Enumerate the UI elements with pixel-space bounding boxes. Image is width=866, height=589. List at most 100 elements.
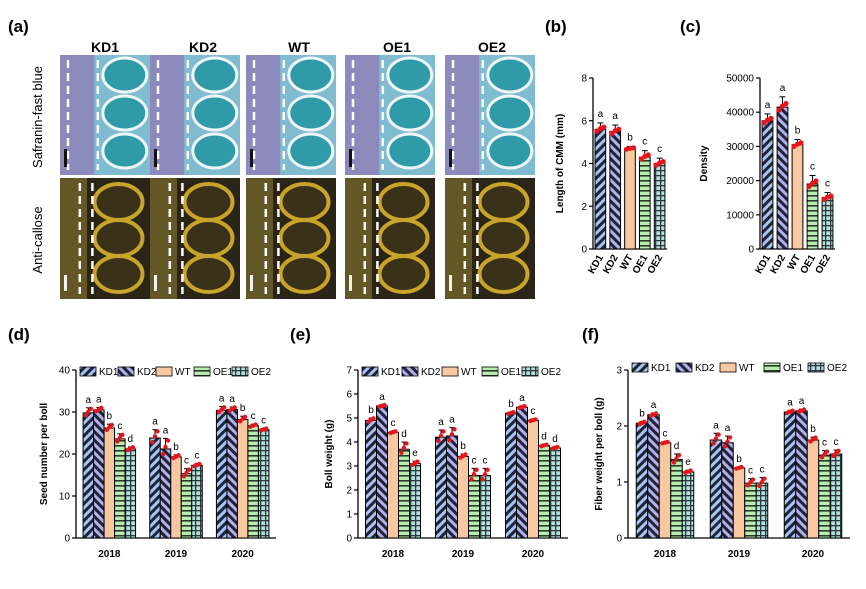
y-tick-label: 0 — [748, 245, 754, 256]
bar-oe1-2018 — [398, 448, 410, 539]
legend-label-oe1: OE1 — [783, 363, 803, 374]
significance-letter: c — [642, 137, 647, 148]
bar-oe2-2020 — [257, 429, 270, 539]
callose-image-kd1 — [60, 178, 150, 299]
panel-label: (d) — [8, 325, 30, 344]
bar-kd1-2020 — [505, 412, 517, 539]
legend-label-oe2: OE2 — [827, 363, 847, 374]
bar-oe1-2020 — [247, 425, 259, 539]
legend-swatch-oe2 — [231, 366, 249, 377]
data-point — [665, 439, 670, 445]
panel-label: (b) — [545, 17, 567, 36]
x-tick-label-2019: 2019 — [452, 549, 475, 560]
significance-letter: c — [748, 466, 753, 477]
y-tick-label: 3 — [616, 366, 622, 377]
bar-oe1-2018 — [670, 459, 683, 539]
ovule-shape — [191, 94, 239, 132]
significance-letter: a — [612, 111, 618, 122]
data-point — [798, 140, 804, 146]
significance-letter: c — [825, 179, 830, 190]
data-point — [761, 120, 767, 126]
callose-image-oe1 — [345, 178, 435, 299]
significance-letter: c — [531, 406, 536, 417]
data-point — [88, 406, 94, 412]
ovule-shape — [182, 254, 235, 294]
data-point — [676, 452, 682, 458]
scale-bar — [250, 149, 253, 167]
significance-letter: a — [651, 400, 657, 411]
safranin-image-kd1 — [60, 55, 150, 175]
significance-letter: c — [834, 437, 839, 448]
significance-letter: a — [379, 392, 385, 403]
significance-letter: b — [736, 454, 742, 465]
legend-swatch-wt — [155, 366, 173, 377]
data-point — [150, 440, 155, 445]
panel-d-seed-number-chart: (d) 0 10 20 30 40 Seed number per boll KD1 KD2 WT… — [8, 325, 276, 560]
x-tick-label-2019: 2019 — [728, 549, 751, 560]
significance-letter: b — [240, 403, 246, 414]
data-point — [806, 183, 812, 190]
data-point — [109, 422, 115, 428]
y-axis-title: Fiber weight per boll (g) — [594, 397, 605, 510]
bar-oe2-2018 — [409, 463, 421, 539]
data-point — [485, 467, 490, 473]
data-point — [745, 483, 751, 488]
ovule-shape — [278, 254, 331, 294]
data-point — [83, 413, 89, 418]
bar-kd2-2018 — [93, 409, 105, 539]
data-point — [480, 477, 485, 482]
y-axis-title: Density — [699, 145, 710, 182]
data-point — [544, 442, 549, 447]
bar-kd1-2019 — [149, 437, 161, 539]
bar-oe2-2020 — [549, 447, 561, 539]
significance-letter: a — [598, 109, 604, 120]
ovule-shape — [377, 254, 430, 294]
significance-letter: a — [765, 100, 771, 111]
ovule-shape — [477, 218, 530, 258]
bar-wt-2019 — [457, 455, 469, 539]
scale-bar — [349, 149, 352, 167]
legend-label-oe1: OE1 — [501, 367, 521, 378]
y-axis-title: Length of CMM (mm) — [555, 114, 566, 213]
significance-letter: c — [391, 418, 396, 429]
bar-kd1-2019 — [709, 439, 723, 539]
data-point — [463, 452, 468, 457]
bar-oe2-2019 — [191, 464, 203, 539]
data-point — [382, 402, 387, 408]
significance-letter: c — [810, 161, 815, 172]
y-tick-label: 2 — [616, 422, 622, 433]
y-tick-label: 2 — [346, 486, 352, 497]
significance-letter: e — [412, 448, 418, 459]
significance-letter: b — [627, 132, 633, 143]
y-tick-label: 3 — [346, 462, 352, 473]
data-point — [232, 405, 237, 410]
ovule-shape — [287, 94, 335, 132]
ovule-shape — [377, 218, 430, 258]
x-tick-label: OE2 — [646, 253, 666, 276]
y-tick-label: 8 — [581, 74, 587, 85]
bar-oe1-2018 — [114, 438, 126, 539]
data-point — [555, 444, 560, 450]
safranin-image-oe1 — [345, 55, 435, 175]
data-point — [186, 467, 192, 472]
x-tick-label-2020: 2020 — [232, 549, 255, 560]
bar-oe2-2019 — [479, 475, 491, 539]
data-point — [155, 429, 160, 434]
data-point — [415, 459, 420, 464]
bar-kd1-2018 — [635, 422, 649, 539]
x-tick-label-2020: 2020 — [522, 549, 545, 560]
ovule-shape — [92, 218, 145, 258]
data-point — [449, 432, 455, 437]
y-tick-label: 40000 — [726, 108, 754, 119]
bar-kd1-2018 — [82, 412, 95, 539]
significance-letter: a — [96, 394, 102, 405]
data-point — [653, 411, 659, 416]
bar-oe1 — [806, 183, 819, 250]
data-point — [130, 445, 136, 450]
legend-swatch-kd2 — [401, 366, 419, 377]
safranin-image-kd2 — [150, 55, 240, 175]
significance-letter: d — [552, 434, 558, 445]
column-label-kd1: KD1 — [91, 39, 119, 55]
bar-kd1 — [761, 120, 774, 250]
bar-wt — [791, 144, 804, 250]
